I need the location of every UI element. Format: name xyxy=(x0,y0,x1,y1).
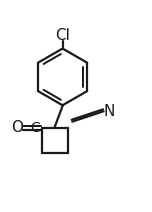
Text: O: O xyxy=(11,120,23,135)
Text: Cl: Cl xyxy=(55,28,70,43)
Text: C: C xyxy=(30,121,40,135)
Text: N: N xyxy=(103,105,114,120)
